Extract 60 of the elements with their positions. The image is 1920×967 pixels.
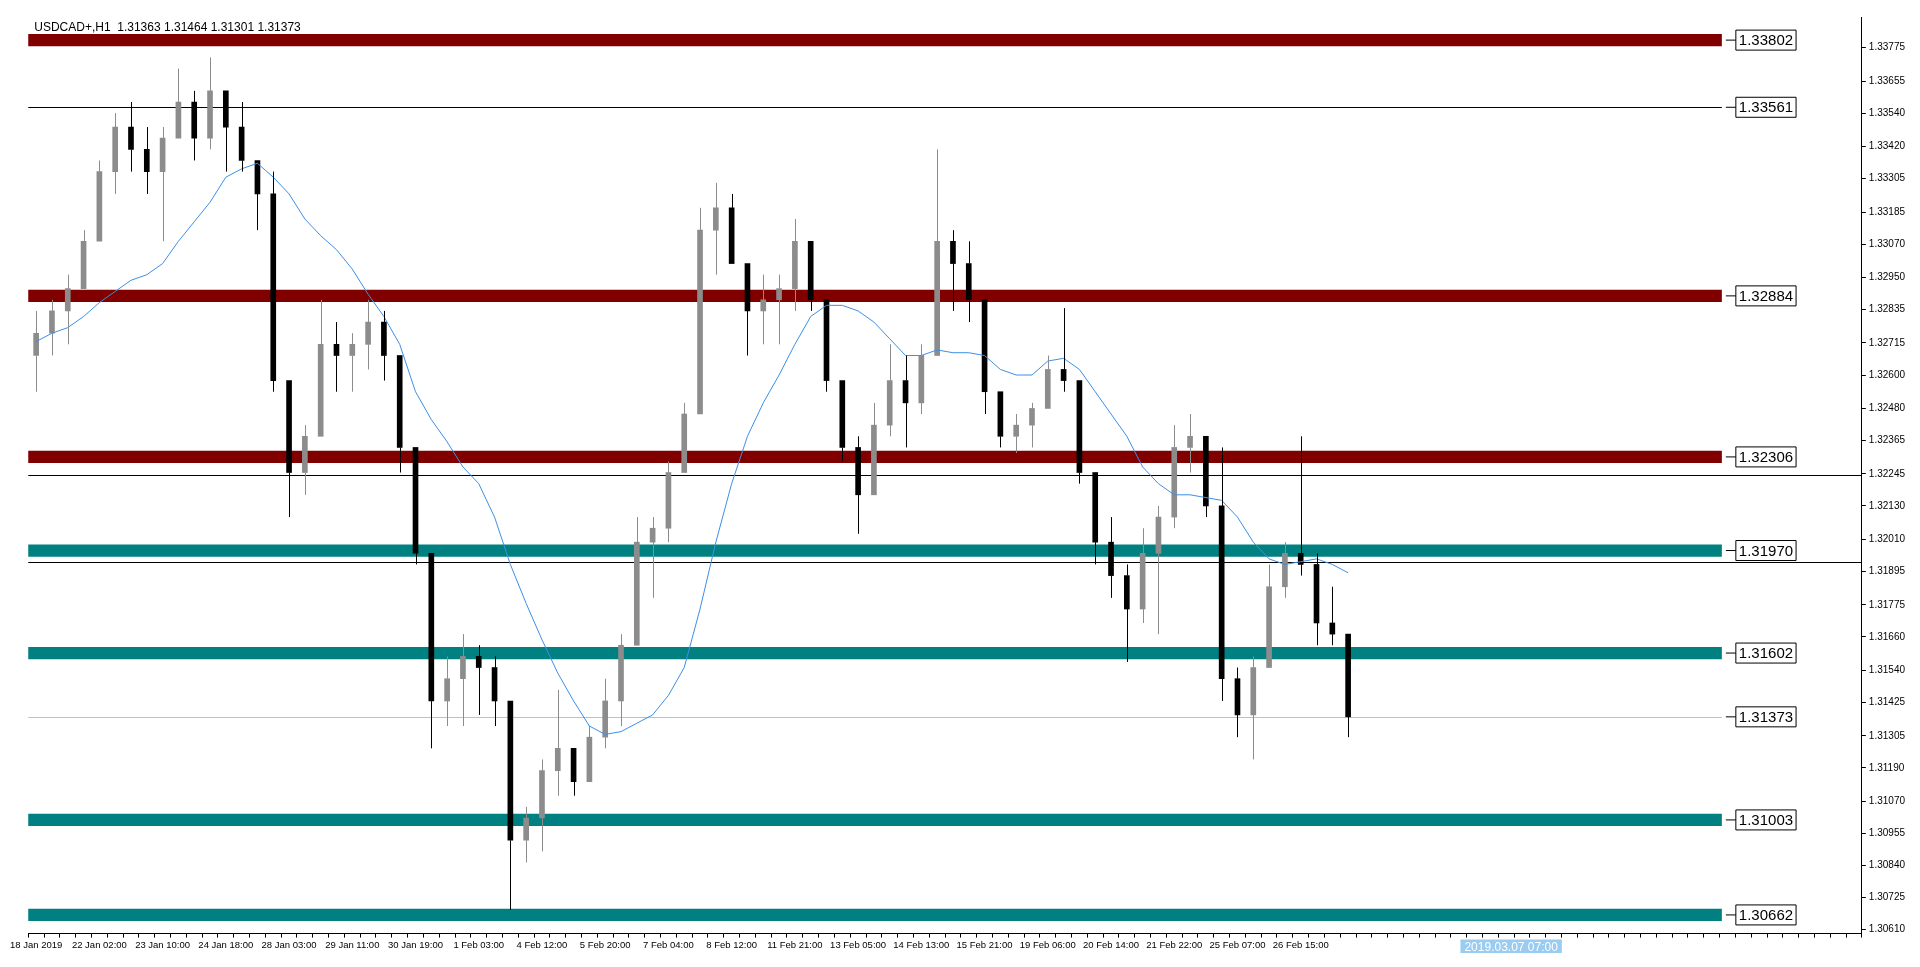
x-tick-label: 30 Jan 19:00 (388, 938, 443, 950)
y-tick-label: 1.30610 (1868, 923, 1906, 935)
band-label: 1.30662 (1738, 906, 1794, 924)
y-tick-label: 1.33540 (1868, 106, 1906, 118)
x-tick-label: 28 Jan 03:00 (261, 938, 317, 950)
ref-line-label: 1.31373 (1738, 707, 1794, 725)
y-tick-label: 1.33305 (1868, 172, 1906, 184)
y-tick-label: 1.30955 (1868, 827, 1906, 839)
y-tick-label: 1.32715 (1868, 336, 1906, 348)
band-label: 1.31602 (1738, 644, 1794, 662)
x-tick-label: 4 Feb 12:00 (516, 938, 568, 950)
y-tick-label: 1.31425 (1868, 696, 1906, 708)
x-tick-label: 22 Jan 02:00 (71, 938, 127, 950)
y-tick-label: 1.32010 (1868, 533, 1906, 545)
y-tick-label: 1.31895 (1868, 565, 1906, 577)
y-tick-label: 1.31070 (1868, 795, 1906, 807)
y-tick-label: 1.32835 (1868, 303, 1906, 315)
y-tick-label: 1.33775 (1868, 41, 1906, 53)
y-tick-label: 1.33070 (1868, 237, 1906, 249)
y-tick-label: 1.31190 (1868, 761, 1905, 773)
text: 2019.03.07 07:00 (1464, 939, 1559, 954)
chart-title: USDCAD+,H1 1.31363 1.31464 1.31301 1.31373 (34, 20, 302, 35)
y-tick-label: 1.30725 (1868, 891, 1906, 903)
x-tick-label: 26 Feb 15:00 (1272, 938, 1329, 950)
x-tick-label: 20 Feb 14:00 (1083, 938, 1140, 950)
x-tick-label: 19 Feb 06:00 (1019, 938, 1076, 950)
y-tick-label: 1.30840 (1868, 859, 1906, 871)
ref-line-label: 1.33561 (1738, 98, 1794, 116)
x-tick-label: 14 Feb 13:00 (893, 938, 950, 950)
x-tick-label: 5 Feb 20:00 (579, 938, 631, 950)
x-tick-label: 21 Feb 22:00 (1146, 938, 1203, 950)
band-label: 1.31970 (1738, 541, 1794, 559)
y-tick-label: 1.32130 (1868, 499, 1906, 511)
x-tick-label: 8 Feb 12:00 (706, 938, 758, 950)
y-tick-label: 1.32600 (1868, 368, 1906, 380)
y-tick-label: 1.33420 (1868, 140, 1906, 152)
y-tick-label: 1.31540 (1868, 664, 1906, 676)
x-tick-label: 29 Jan 11:00 (325, 938, 380, 950)
y-tick-label: 1.33185 (1868, 205, 1906, 217)
x-tick-label: 1 Feb 03:00 (453, 938, 505, 950)
y-tick-label: 1.32365 (1868, 434, 1906, 446)
y-tick-label: 1.33655 (1868, 74, 1906, 86)
y-tick-label: 1.32950 (1868, 271, 1906, 283)
y-tick-label: 1.32245 (1868, 467, 1906, 479)
y-tick-label: 1.31660 (1868, 630, 1906, 642)
x-tick-label: 25 Feb 07:00 (1209, 938, 1266, 950)
x-tick-label: 24 Jan 18:00 (198, 938, 254, 950)
x-tick-label: 13 Feb 05:00 (830, 938, 887, 950)
band-label: 1.33802 (1738, 31, 1794, 49)
x-tick-label: 18 Jan 2019 (10, 938, 63, 950)
y-tick-label: 1.31775 (1868, 598, 1906, 610)
band-label: 1.31003 (1738, 811, 1794, 829)
band-label: 1.32884 (1738, 287, 1794, 305)
y-tick-label: 1.32480 (1868, 402, 1906, 414)
x-tick-label: 11 Feb 21:00 (767, 938, 823, 950)
x-tick-label: 7 Feb 04:00 (643, 938, 694, 950)
y-tick-label: 1.31305 (1868, 729, 1906, 741)
band-label: 1.32306 (1738, 448, 1794, 466)
x-tick-label: 15 Feb 21:00 (956, 938, 1013, 950)
x-tick-label: 23 Jan 10:00 (135, 938, 191, 950)
